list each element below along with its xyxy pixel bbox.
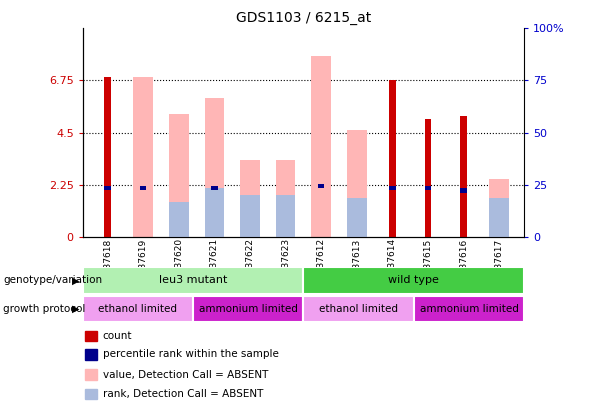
Bar bbox=[489, 179, 509, 237]
Bar bbox=[425, 186, 431, 190]
Text: leu3 mutant: leu3 mutant bbox=[159, 275, 227, 286]
Bar bbox=[489, 198, 509, 237]
Text: ethanol limited: ethanol limited bbox=[319, 304, 398, 314]
Bar bbox=[134, 77, 153, 237]
Bar bbox=[318, 184, 324, 188]
Bar bbox=[389, 186, 395, 190]
Bar bbox=[85, 349, 97, 360]
Bar bbox=[205, 188, 224, 237]
Bar bbox=[414, 296, 524, 322]
Bar bbox=[240, 195, 260, 237]
Bar bbox=[85, 330, 97, 341]
Text: genotype/variation: genotype/variation bbox=[3, 275, 102, 286]
Text: rank, Detection Call = ABSENT: rank, Detection Call = ABSENT bbox=[102, 389, 263, 399]
Bar bbox=[460, 188, 467, 193]
Bar bbox=[85, 389, 97, 399]
Bar bbox=[276, 195, 295, 237]
Bar bbox=[104, 186, 111, 190]
Text: percentile rank within the sample: percentile rank within the sample bbox=[102, 350, 278, 360]
Bar bbox=[205, 98, 224, 237]
Bar bbox=[193, 296, 303, 322]
Bar bbox=[389, 81, 395, 237]
Bar bbox=[303, 296, 414, 322]
Bar bbox=[169, 114, 189, 237]
Text: ethanol limited: ethanol limited bbox=[99, 304, 177, 314]
Title: GDS1103 / 6215_at: GDS1103 / 6215_at bbox=[236, 11, 371, 25]
Text: ammonium limited: ammonium limited bbox=[419, 304, 519, 314]
Bar bbox=[83, 296, 193, 322]
Text: count: count bbox=[102, 331, 132, 341]
Bar bbox=[85, 369, 97, 380]
Bar bbox=[460, 116, 467, 237]
Bar bbox=[240, 160, 260, 237]
Bar bbox=[303, 267, 524, 294]
Bar bbox=[347, 198, 367, 237]
Bar bbox=[347, 130, 367, 237]
Bar bbox=[83, 267, 303, 294]
Bar bbox=[104, 77, 111, 237]
Text: ▶: ▶ bbox=[72, 304, 80, 314]
Text: ▶: ▶ bbox=[72, 275, 80, 286]
Text: ammonium limited: ammonium limited bbox=[199, 304, 298, 314]
Bar bbox=[311, 56, 331, 237]
Bar bbox=[276, 160, 295, 237]
Bar bbox=[140, 186, 147, 190]
Text: wild type: wild type bbox=[389, 275, 439, 286]
Bar bbox=[425, 119, 431, 237]
Text: value, Detection Call = ABSENT: value, Detection Call = ABSENT bbox=[102, 370, 268, 380]
Bar bbox=[211, 186, 218, 190]
Text: growth protocol: growth protocol bbox=[3, 304, 85, 314]
Bar bbox=[169, 202, 189, 237]
